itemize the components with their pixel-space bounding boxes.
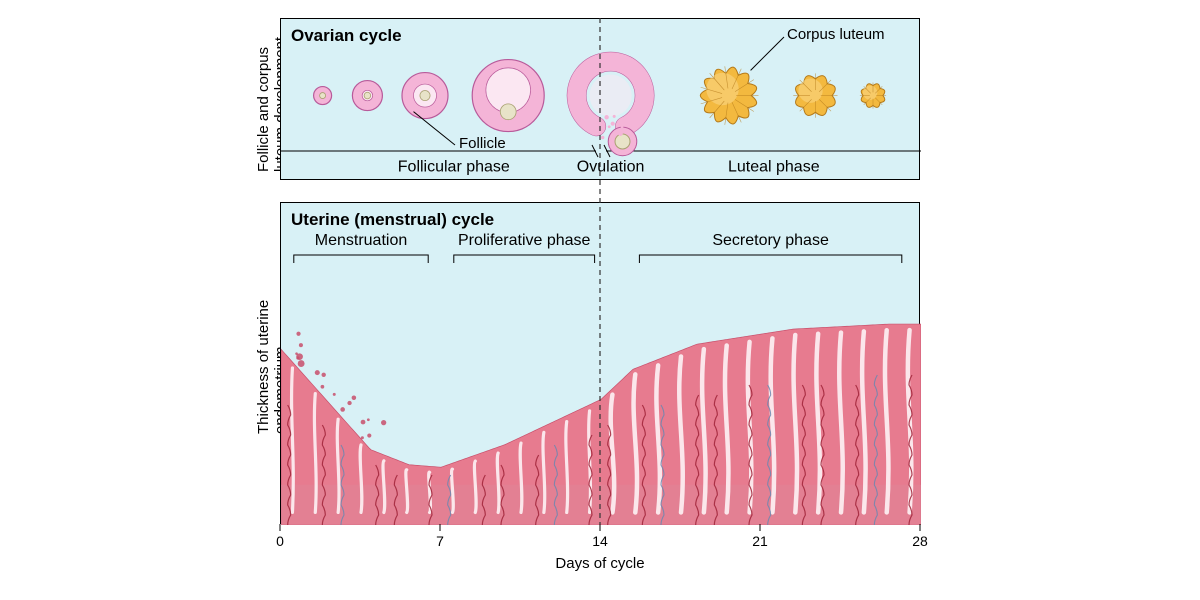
uterine-svg: Menstruation Proliferative phase Secretory… xyxy=(281,203,921,525)
xaxis-tick-21: 21 xyxy=(752,533,768,549)
ovarian-svg: Follicle Corpus luteum Follicular phase Ovu… xyxy=(281,19,921,181)
uterine-cycle-title: Uterine (menstrual) cycle xyxy=(291,210,494,229)
xaxis-tick-28: 28 xyxy=(912,533,928,549)
corpus-luteum-stage-3 xyxy=(860,82,886,108)
follicle-stage-2 xyxy=(352,81,382,111)
ovarian-phase-label-2: Luteal phase xyxy=(728,158,820,175)
xaxis-tick-14: 14 xyxy=(592,533,608,549)
uterine-phase-label-2: Secretory phase xyxy=(712,232,829,249)
ovulation-follicle xyxy=(577,62,645,156)
follicle-stage-1 xyxy=(314,87,332,105)
label-corpus-luteum: Corpus luteum xyxy=(787,26,885,43)
ovarian-cycle-title: Ovarian cycle xyxy=(291,26,402,45)
ovarian-phase-label-1: Ovulation xyxy=(577,158,645,175)
panel-uterine-cycle: Menstruation Proliferative phase Secretory… xyxy=(280,202,920,524)
label-follicle: Follicle xyxy=(459,135,506,152)
ovarian-phase-label-0: Follicular phase xyxy=(398,158,510,175)
panel-ovarian-cycle: Follicle Corpus luteum Follicular phase Ovu… xyxy=(280,18,920,180)
xaxis-tick-7: 7 xyxy=(436,533,444,549)
uterine-phase-label-0: Menstruation xyxy=(315,232,408,249)
uterine-phase-label-1: Proliferative phase xyxy=(458,232,591,249)
xaxis-label: Days of cycle xyxy=(555,555,644,572)
corpus-luteum-stage-2 xyxy=(793,73,837,117)
xaxis-tick-0: 0 xyxy=(276,533,284,549)
follicle-stage-3 xyxy=(402,73,448,119)
follicle-stage-4 xyxy=(472,60,544,132)
corpus-luteum-stage-1 xyxy=(700,66,758,124)
